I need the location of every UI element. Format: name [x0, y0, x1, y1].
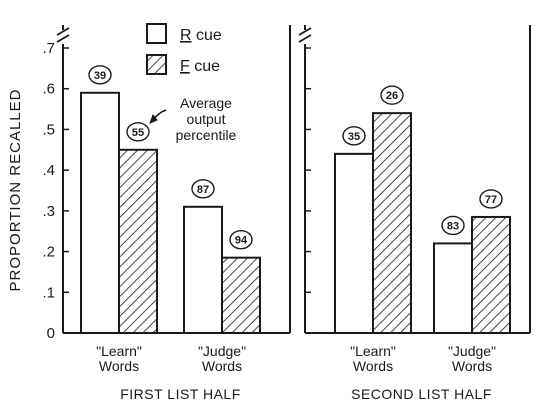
y-tick-label: .4 [42, 162, 55, 179]
bar-r-cue [81, 93, 119, 333]
legend-swatch-f [147, 55, 166, 74]
x-tick-label: "Judge" [448, 343, 496, 359]
y-tick-label: .5 [42, 121, 55, 138]
annotation-text: output [187, 111, 226, 127]
panel-title: FIRST LIST HALF [120, 386, 241, 402]
panel-title: SECOND LIST HALF [351, 386, 492, 402]
x-tick-label: Words [452, 358, 492, 374]
annotation-text: Average [180, 95, 232, 111]
bar-f-cue [222, 258, 260, 333]
legend-label-f: F cue [180, 58, 220, 75]
annotation-text: percentile [176, 127, 237, 143]
bar-r-cue [184, 207, 222, 333]
y-tick-label: .2 [42, 244, 55, 261]
percentile-label: 26 [386, 90, 398, 102]
percentile-label: 55 [132, 127, 144, 139]
axis-break-mark [299, 35, 311, 42]
bar-f-cue [119, 150, 157, 333]
x-tick-label: "Learn" [350, 343, 396, 359]
bar-f-cue [472, 217, 510, 333]
x-tick-label: Words [99, 358, 139, 374]
percentile-label: 94 [235, 235, 248, 247]
percentile-label: 39 [94, 70, 106, 82]
bar-f-cue [373, 113, 411, 333]
x-tick-label: Words [202, 358, 242, 374]
y-tick-label: .3 [42, 203, 55, 220]
percentile-label: 35 [348, 131, 360, 143]
percentile-label: 83 [447, 220, 459, 232]
bar-r-cue [434, 243, 472, 333]
y-axis-label: PROPORTION RECALLED [7, 89, 24, 292]
percentile-label: 77 [485, 194, 497, 206]
x-tick-label: "Judge" [198, 343, 246, 359]
percentile-label: 87 [197, 184, 209, 196]
y-tick-label: 0 [47, 325, 55, 342]
bar-r-cue [335, 154, 373, 333]
y-tick-label: .7 [42, 40, 55, 57]
y-tick-label: .6 [42, 81, 55, 98]
axis-break-mark [57, 35, 69, 42]
legend-swatch-r [147, 24, 166, 43]
x-tick-label: "Learn" [96, 343, 142, 359]
x-tick-label: Words [353, 358, 393, 374]
legend-label-r: R cue [180, 27, 222, 44]
y-tick-label: .1 [42, 284, 55, 301]
